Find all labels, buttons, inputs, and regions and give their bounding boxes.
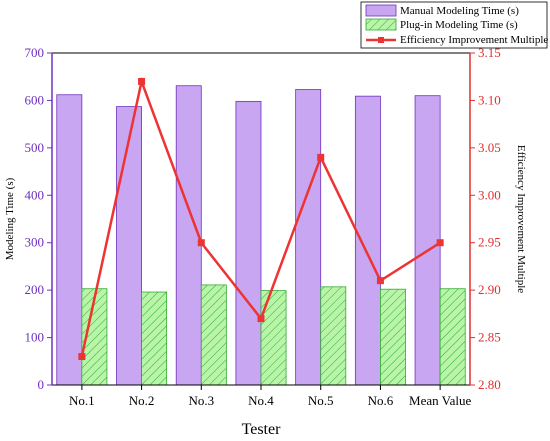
x-axis-title: Tester <box>242 421 282 438</box>
x-tick-label: No.5 <box>308 393 334 408</box>
bar-plugin <box>141 291 168 386</box>
legend-label-efficiency: Efficiency Improvement Multiple <box>400 34 548 46</box>
legend-swatch-manual <box>365 4 397 17</box>
y-tick-label: 400 <box>25 187 45 202</box>
efficiency-point <box>317 153 325 161</box>
x-tick-label: No.6 <box>368 393 394 408</box>
bars-layer <box>56 85 466 386</box>
efficiency-point <box>197 239 205 247</box>
bar-plugin <box>200 284 227 386</box>
right-ticks: 2.80 2.85 2.90 2.95 3.00 3.05 3.10 3.15 <box>470 45 501 392</box>
legend-swatch-marker <box>378 37 384 43</box>
legend-swatch-plugin <box>365 18 397 31</box>
bar-manual <box>295 89 322 386</box>
bar-manual <box>116 106 142 386</box>
y-axis-title: Modeling Time (s) <box>4 177 16 260</box>
bar-plugin <box>260 290 287 386</box>
y2-tick-label: 3.00 <box>478 187 501 202</box>
bar-manual <box>175 85 202 386</box>
bar-manual <box>414 95 441 386</box>
x-tick-label: No.2 <box>129 393 155 408</box>
efficiency-point <box>257 315 265 323</box>
y2-tick-label: 2.85 <box>478 330 501 345</box>
x-ticks: No.1 No.2 No.3 No.4 No.5 No.6 Mean Value <box>69 385 471 408</box>
bar-manual <box>354 95 381 386</box>
bar-plugin <box>320 286 347 386</box>
y2-tick-label: 3.15 <box>478 45 501 60</box>
efficiency-point <box>138 77 146 85</box>
y2-tick-label: 3.10 <box>478 92 501 107</box>
efficiency-point <box>376 277 384 285</box>
x-tick-label: No.3 <box>188 393 214 408</box>
y-tick-label: 0 <box>38 377 45 392</box>
y-tick-label: 700 <box>25 45 45 60</box>
efficiency-point <box>436 239 444 247</box>
efficiency-point <box>78 353 86 361</box>
legend-label-plugin: Plug-in Modeling Time (s) <box>400 19 518 31</box>
legend-label-manual: Manual Modeling Time (s) <box>400 5 519 17</box>
left-ticks: 0 100 200 300 400 500 600 700 <box>25 45 52 392</box>
legend: Manual Modeling Time (s) Plug-in Modelin… <box>360 1 548 49</box>
y-tick-label: 500 <box>25 140 45 155</box>
bar-plugin <box>439 288 466 386</box>
y2-tick-label: 2.80 <box>478 377 501 392</box>
y-tick-label: 600 <box>25 92 45 107</box>
bar-manual <box>56 94 83 386</box>
y2-tick-label: 2.90 <box>478 282 501 297</box>
x-tick-label: Mean Value <box>409 393 471 408</box>
bar-plugin <box>380 288 406 386</box>
line-layer <box>78 77 444 361</box>
x-tick-label: No.4 <box>248 393 274 408</box>
bar-manual <box>235 100 262 386</box>
y-tick-label: 100 <box>25 330 45 345</box>
y2-tick-label: 3.05 <box>478 140 501 155</box>
y2-axis-title: Efficiency Improvement Multiple <box>515 145 527 293</box>
x-tick-label: No.1 <box>69 393 95 408</box>
y-tick-label: 300 <box>25 235 45 250</box>
y2-tick-label: 2.95 <box>478 235 501 250</box>
y-tick-label: 200 <box>25 282 45 297</box>
